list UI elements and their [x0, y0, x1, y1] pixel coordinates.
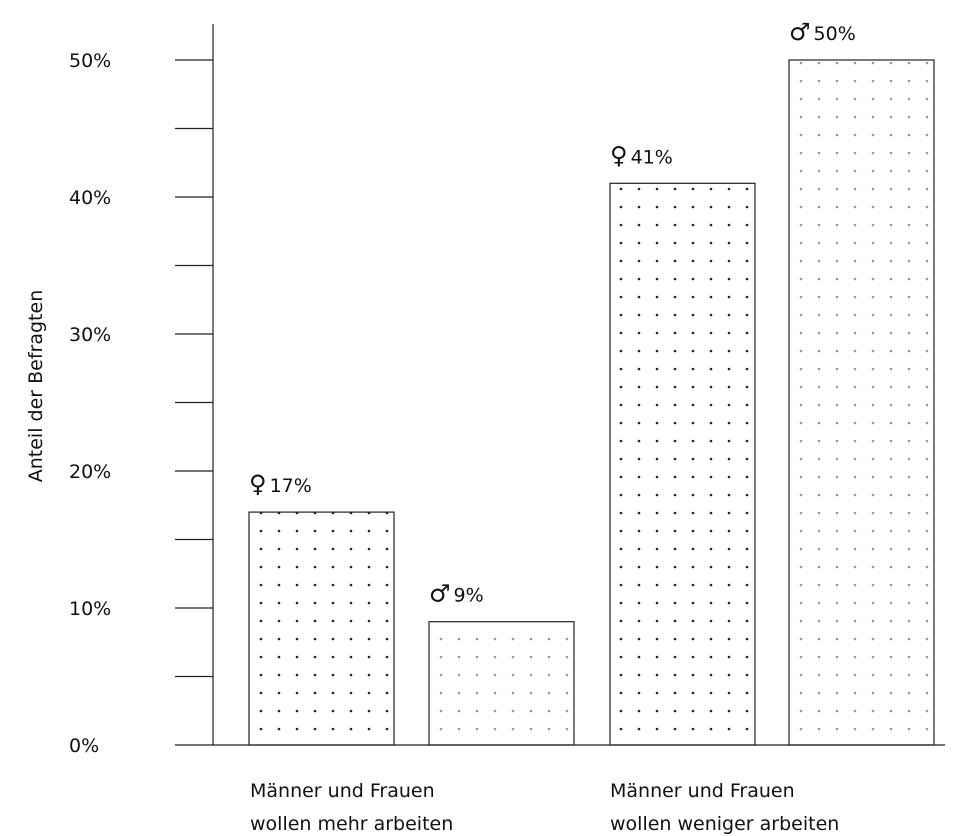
category-label-line: Männer und Frauen	[250, 780, 435, 802]
category-label-line: wollen weniger arbeiten	[610, 813, 839, 835]
category-label-line: wollen mehr arbeiten	[250, 813, 453, 835]
y-tick-label: 0%	[69, 735, 99, 757]
bar	[248, 511, 395, 746]
bar-value-text: 50%	[814, 23, 856, 45]
bar	[428, 621, 575, 746]
y-tick-label: 50%	[69, 50, 111, 72]
bar-value-label: ♂ 9%	[429, 580, 484, 608]
bar	[609, 182, 756, 746]
y-tick-label: 30%	[69, 324, 111, 346]
y-tick-label: 10%	[69, 598, 111, 620]
bar-value-label: ♀ 41%	[610, 141, 673, 169]
bar	[788, 59, 935, 746]
bar-value-text: 9%	[454, 585, 484, 607]
axes: 0% 10% 20% 30% 40% 50%	[69, 24, 945, 757]
y-tick-label: 20%	[69, 461, 111, 483]
bars	[248, 59, 935, 746]
bar-value-text: 17%	[270, 475, 312, 497]
male-symbol-icon: ♂	[429, 580, 451, 608]
female-symbol-icon: ♀	[610, 141, 628, 169]
bar-value-label: ♀ 17%	[249, 470, 312, 498]
bar-value-label: ♂ 50%	[789, 18, 856, 46]
male-symbol-icon: ♂	[789, 18, 811, 46]
bar-value-text: 41%	[631, 146, 673, 168]
category-label-line: Männer und Frauen	[610, 780, 795, 802]
y-axis-label: Anteil der Befragten	[25, 290, 47, 483]
female-symbol-icon: ♀	[249, 470, 267, 498]
y-tick-label: 40%	[69, 187, 111, 209]
